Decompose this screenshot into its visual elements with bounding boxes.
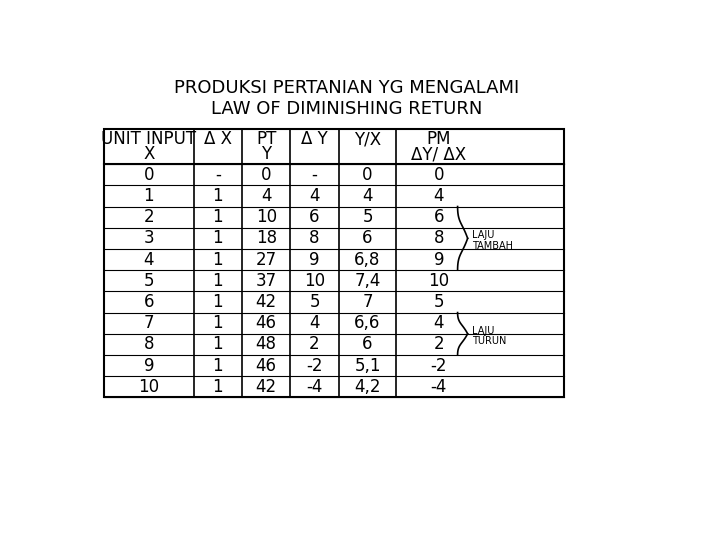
Text: 5: 5 bbox=[433, 293, 444, 311]
Text: -: - bbox=[215, 166, 221, 184]
Text: 2: 2 bbox=[433, 335, 444, 353]
Text: 4: 4 bbox=[310, 314, 320, 332]
Text: 5: 5 bbox=[310, 293, 320, 311]
Text: 1: 1 bbox=[212, 272, 223, 290]
Text: 0: 0 bbox=[433, 166, 444, 184]
Text: 1: 1 bbox=[212, 208, 223, 226]
Text: 7: 7 bbox=[362, 293, 373, 311]
Text: 6: 6 bbox=[310, 208, 320, 226]
Text: 42: 42 bbox=[256, 378, 276, 396]
Text: 4: 4 bbox=[433, 187, 444, 205]
Text: 5: 5 bbox=[362, 208, 373, 226]
Text: 6: 6 bbox=[362, 335, 373, 353]
Text: 3: 3 bbox=[143, 230, 154, 247]
Text: 6,8: 6,8 bbox=[354, 251, 381, 268]
Text: 7,4: 7,4 bbox=[354, 272, 381, 290]
Text: 10: 10 bbox=[256, 208, 276, 226]
Text: 9: 9 bbox=[143, 356, 154, 375]
Text: Δ X: Δ X bbox=[204, 130, 232, 148]
Text: 6: 6 bbox=[143, 293, 154, 311]
Text: 18: 18 bbox=[256, 230, 276, 247]
Text: 4,2: 4,2 bbox=[354, 378, 381, 396]
Text: 8: 8 bbox=[143, 335, 154, 353]
Text: PT: PT bbox=[256, 130, 276, 148]
Text: 1: 1 bbox=[212, 187, 223, 205]
Text: 0: 0 bbox=[143, 166, 154, 184]
Text: 8: 8 bbox=[433, 230, 444, 247]
Text: ΔY/ ΔX: ΔY/ ΔX bbox=[411, 145, 467, 164]
Text: 1: 1 bbox=[212, 293, 223, 311]
Text: 10: 10 bbox=[304, 272, 325, 290]
Text: X: X bbox=[143, 145, 155, 164]
Text: 0: 0 bbox=[362, 166, 373, 184]
Text: -: - bbox=[312, 166, 318, 184]
Text: 10: 10 bbox=[428, 272, 449, 290]
Text: 4: 4 bbox=[362, 187, 373, 205]
Text: -2: -2 bbox=[431, 356, 447, 375]
Text: 6,6: 6,6 bbox=[354, 314, 381, 332]
Text: 1: 1 bbox=[143, 187, 154, 205]
Text: 46: 46 bbox=[256, 356, 276, 375]
Text: UNIT INPUT: UNIT INPUT bbox=[102, 130, 197, 148]
Text: 37: 37 bbox=[256, 272, 276, 290]
Text: 27: 27 bbox=[256, 251, 276, 268]
Text: 48: 48 bbox=[256, 335, 276, 353]
Text: PRODUKSI PERTANIAN YG MENGALAMI
LAW OF DIMINISHING RETURN: PRODUKSI PERTANIAN YG MENGALAMI LAW OF D… bbox=[174, 79, 519, 118]
Text: 46: 46 bbox=[256, 314, 276, 332]
Text: Y/X: Y/X bbox=[354, 130, 381, 148]
Text: 1: 1 bbox=[212, 314, 223, 332]
Text: 1: 1 bbox=[212, 230, 223, 247]
Text: 4: 4 bbox=[433, 314, 444, 332]
Text: -4: -4 bbox=[307, 378, 323, 396]
Text: 9: 9 bbox=[433, 251, 444, 268]
Text: 1: 1 bbox=[212, 378, 223, 396]
Text: 5: 5 bbox=[143, 272, 154, 290]
Text: 6: 6 bbox=[433, 208, 444, 226]
Text: 4: 4 bbox=[261, 187, 271, 205]
Text: 6: 6 bbox=[362, 230, 373, 247]
Text: 4: 4 bbox=[310, 187, 320, 205]
Text: 9: 9 bbox=[310, 251, 320, 268]
Text: Δ Y: Δ Y bbox=[301, 130, 328, 148]
Text: TURUN: TURUN bbox=[472, 336, 506, 346]
Text: 2: 2 bbox=[143, 208, 154, 226]
Text: 1: 1 bbox=[212, 251, 223, 268]
Text: PM: PM bbox=[427, 130, 451, 148]
Text: 42: 42 bbox=[256, 293, 276, 311]
Text: 7: 7 bbox=[143, 314, 154, 332]
Text: 4: 4 bbox=[143, 251, 154, 268]
Text: Y: Y bbox=[261, 145, 271, 164]
Text: 0: 0 bbox=[261, 166, 271, 184]
Text: 1: 1 bbox=[212, 356, 223, 375]
Text: 1: 1 bbox=[212, 335, 223, 353]
Text: LAJU: LAJU bbox=[472, 230, 494, 240]
Text: 5,1: 5,1 bbox=[354, 356, 381, 375]
Text: -4: -4 bbox=[431, 378, 447, 396]
Text: LAJU: LAJU bbox=[472, 326, 494, 336]
Text: 10: 10 bbox=[138, 378, 159, 396]
Text: 2: 2 bbox=[310, 335, 320, 353]
Text: TAMBAH: TAMBAH bbox=[472, 241, 513, 251]
Text: 8: 8 bbox=[310, 230, 320, 247]
Text: -2: -2 bbox=[306, 356, 323, 375]
